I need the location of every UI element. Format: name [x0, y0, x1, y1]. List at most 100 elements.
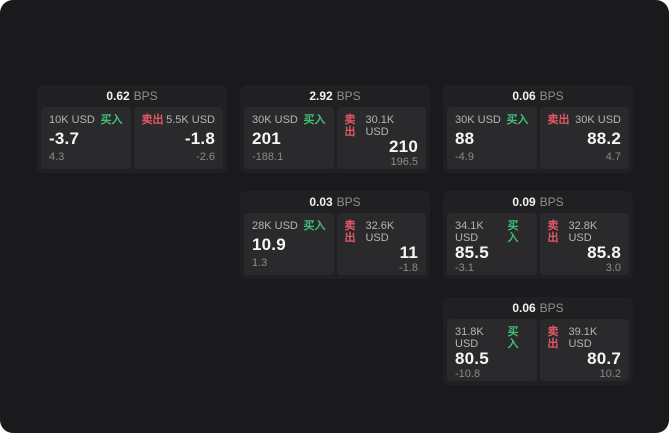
quote-card: 0.09 BPS 34.1K USD 买入 85.5 -3.1 卖出 32.8K…	[443, 191, 633, 279]
buy-panel-header: 30K USD 买入	[455, 114, 529, 126]
quote-panels: 30K USD 买入 201 -188.1 卖出 30.1K USD 210 1…	[240, 107, 430, 173]
buy-price: 80.5	[455, 349, 489, 368]
buy-delta: -4.9	[455, 151, 474, 163]
buy-side-label: 买入	[506, 114, 529, 126]
sell-panel[interactable]: 卖出 30.1K USD 210 196.5	[336, 107, 426, 169]
quote-card-header: 0.09 BPS	[443, 191, 633, 213]
buy-panel[interactable]: 31.8K USD 买入 80.5 -10.8	[447, 319, 537, 381]
buy-panel[interactable]: 34.1K USD 买入 85.5 -3.1	[447, 213, 537, 275]
sell-delta: -2.6	[196, 151, 215, 163]
sell-size: 32.6K USD	[365, 220, 395, 244]
sell-panel-header: 卖出 32.8K USD	[548, 220, 622, 244]
sell-price: 85.8	[587, 243, 621, 262]
quote-card-header: 0.06 BPS	[443, 85, 633, 107]
buy-size: 28K USD	[252, 220, 298, 232]
sell-panel[interactable]: 卖出 5.5K USD -1.8 -2.6	[133, 107, 223, 169]
buy-price: 85.5	[455, 243, 489, 262]
sell-side-label: 卖出	[547, 220, 559, 244]
buy-delta: -3.1	[455, 262, 474, 274]
sell-panel[interactable]: 卖出 32.6K USD 11 -1.8	[336, 213, 426, 275]
quote-card: 2.92 BPS 30K USD 买入 201 -188.1 卖出 30.1K …	[240, 85, 430, 173]
buy-price: 10.9	[252, 234, 286, 254]
sell-price: 88.2	[587, 128, 621, 148]
bps-unit-label: BPS	[336, 89, 361, 103]
quote-card: 0.06 BPS 31.8K USD 买入 80.5 -10.8 卖出 39.1…	[443, 297, 633, 385]
buy-panel-header: 31.8K USD 买入	[455, 326, 529, 350]
quote-card-header: 2.92 BPS	[240, 85, 430, 107]
buy-side-label: 买入	[303, 220, 326, 232]
quote-card: 0.06 BPS 30K USD 买入 88 -4.9 卖出 30K USD 8…	[443, 85, 633, 173]
bps-value: 0.09	[512, 195, 536, 209]
buy-size: 31.8K USD	[455, 326, 484, 350]
buy-panel-header: 10K USD 买入	[49, 114, 123, 126]
quote-panels: 31.8K USD 买入 80.5 -10.8 卖出 39.1K USD 80.…	[443, 319, 633, 385]
sell-side-label: 卖出	[547, 114, 570, 126]
buy-size: 30K USD	[252, 114, 298, 126]
bps-value: 0.62	[106, 89, 130, 103]
sell-delta: -1.8	[399, 262, 418, 274]
sell-panel[interactable]: 卖出 39.1K USD 80.7 10.2	[539, 319, 629, 381]
buy-panel[interactable]: 28K USD 买入 10.9 1.3	[244, 213, 334, 275]
sell-price: 11	[399, 243, 418, 262]
sell-delta: 10.2	[599, 368, 621, 380]
bps-value: 0.06	[512, 301, 536, 315]
buy-panel-header: 30K USD 买入	[252, 114, 326, 126]
buy-side-label: 买入	[507, 326, 519, 350]
sell-side-label: 卖出	[141, 114, 164, 126]
bps-unit-label: BPS	[539, 89, 564, 103]
buy-delta: -188.1	[252, 151, 284, 163]
quote-card-header: 0.06 BPS	[443, 297, 633, 319]
sell-delta: 3.0	[605, 262, 621, 274]
buy-size: 34.1K USD	[455, 220, 484, 244]
sell-size: 30K USD	[575, 114, 621, 126]
buy-delta: -10.8	[455, 368, 481, 380]
quote-card: 0.03 BPS 28K USD 买入 10.9 1.3 卖出 32.6K US…	[240, 191, 430, 279]
sell-panel-header: 卖出 30K USD	[548, 114, 622, 126]
quote-card: 0.62 BPS 10K USD 买入 -3.7 4.3 卖出 5.5K USD…	[37, 85, 227, 173]
sell-price: 210	[389, 137, 418, 156]
buy-side-label: 买入	[507, 220, 519, 244]
buy-panel[interactable]: 10K USD 买入 -3.7 4.3	[41, 107, 131, 169]
bps-value: 0.03	[309, 195, 333, 209]
sell-panel[interactable]: 卖出 30K USD 88.2 4.7	[539, 107, 629, 169]
bps-unit-label: BPS	[133, 89, 158, 103]
quote-card-header: 0.62 BPS	[37, 85, 227, 107]
buy-side-label: 买入	[100, 114, 123, 126]
bps-unit-label: BPS	[539, 301, 564, 315]
buy-price: -3.7	[49, 128, 80, 148]
sell-panel-header: 卖出 30.1K USD	[345, 114, 419, 138]
bps-unit-label: BPS	[336, 195, 361, 209]
sell-delta: 4.7	[605, 151, 621, 163]
sell-panel-header: 卖出 39.1K USD	[548, 326, 622, 350]
sell-price: -1.8	[184, 128, 215, 148]
buy-delta: 1.3	[252, 257, 268, 269]
quote-grid: 0.62 BPS 10K USD 买入 -3.7 4.3 卖出 5.5K USD…	[37, 85, 633, 385]
buy-panel[interactable]: 30K USD 买入 201 -188.1	[244, 107, 334, 169]
quote-panels: 34.1K USD 买入 85.5 -3.1 卖出 32.8K USD 85.8…	[443, 213, 633, 279]
buy-side-label: 买入	[303, 114, 326, 126]
buy-price: 201	[252, 128, 281, 148]
quote-card-header: 0.03 BPS	[240, 191, 430, 213]
sell-panel-header: 卖出 5.5K USD	[142, 114, 216, 126]
sell-size: 30.1K USD	[365, 114, 395, 138]
sell-size: 39.1K USD	[568, 326, 598, 350]
sell-delta: 196.5	[390, 156, 418, 168]
sell-panel[interactable]: 卖出 32.8K USD 85.8 3.0	[539, 213, 629, 275]
quote-panels: 30K USD 买入 88 -4.9 卖出 30K USD 88.2 4.7	[443, 107, 633, 173]
sell-size: 32.8K USD	[568, 220, 598, 244]
bps-value: 0.06	[512, 89, 536, 103]
quote-panels: 10K USD 买入 -3.7 4.3 卖出 5.5K USD -1.8 -2.…	[37, 107, 227, 173]
buy-size: 10K USD	[49, 114, 95, 126]
bps-unit-label: BPS	[539, 195, 564, 209]
sell-side-label: 卖出	[344, 114, 356, 138]
sell-panel-header: 卖出 32.6K USD	[345, 220, 419, 244]
buy-panel[interactable]: 30K USD 买入 88 -4.9	[447, 107, 537, 169]
sell-size: 5.5K USD	[166, 114, 215, 126]
buy-delta: 4.3	[49, 151, 65, 163]
buy-size: 30K USD	[455, 114, 501, 126]
sell-side-label: 卖出	[344, 220, 356, 244]
buy-price: 88	[455, 128, 475, 148]
sell-price: 80.7	[587, 349, 621, 368]
buy-panel-header: 28K USD 买入	[252, 220, 326, 232]
